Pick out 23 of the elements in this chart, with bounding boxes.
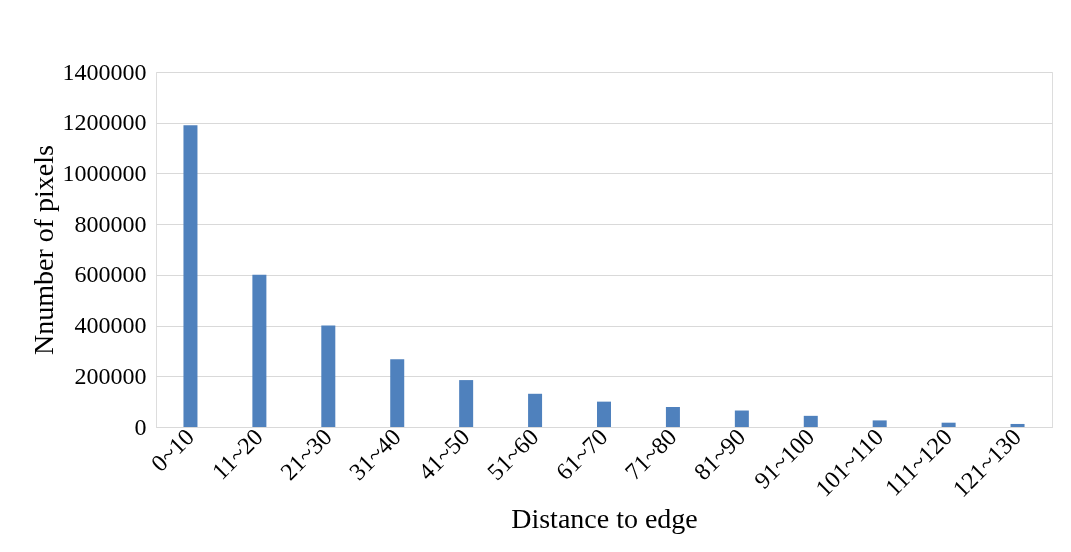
bar [321,325,336,427]
bar [734,410,749,427]
y-tick-label: 1200000 [62,109,147,136]
x-axis-title: Distance to edge [511,503,698,535]
bar [1010,423,1025,427]
bar [872,420,887,427]
bar [459,380,474,427]
y-tick-label: 1400000 [62,58,147,85]
y-axis-title: Nnumber of pixels [27,145,59,355]
bar [665,406,680,427]
y-tick-label: 1000000 [62,159,147,186]
y-tick-label: 800000 [74,210,147,237]
bar [803,415,818,427]
bar [941,422,956,427]
y-tick-label: 400000 [74,312,147,339]
bar [597,401,611,427]
bar [252,274,267,427]
y-tick-label: 600000 [74,261,147,288]
y-tick-label: 0 [134,413,147,440]
bar [390,359,405,427]
bar [528,393,543,427]
y-tick-label: 200000 [74,362,147,389]
bar [183,125,198,427]
